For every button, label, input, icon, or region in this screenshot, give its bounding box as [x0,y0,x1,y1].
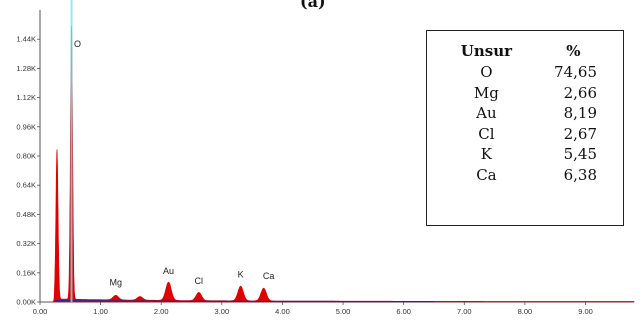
peak-labels: O Mg Au Cl K Ca [74,39,274,287]
peak-label-o: O [74,39,81,49]
element-cell: Mg [473,83,499,102]
percent-cell: 8,19 [563,104,597,123]
x-tick-label: 3.00 [215,307,230,316]
table-row: O 74,65 [437,62,613,83]
x-tick-label: 2.00 [154,307,169,316]
table-row: Ca 6,38 [437,165,613,186]
y-tick-label: 1.44K [16,35,36,44]
y-tick-label: 0.16K [16,268,36,277]
y-tick-label: 1.12K [16,93,36,102]
y-tick-label: 0.80K [16,152,36,161]
y-tick-label: 0.48K [16,210,36,219]
element-cell: O [480,63,493,82]
element-cell: Ca [476,165,497,184]
x-tick-label: 4.00 [275,307,290,316]
percent-cell: 74,65 [554,63,597,82]
peak-label-ca: Ca [263,271,275,281]
y-tick-label: 0.32K [16,239,36,248]
x-tick-label: 6.00 [396,307,411,316]
baseline-trace [55,299,434,303]
percent-cell: 6,38 [563,165,597,184]
x-tick-label: 0.00 [33,307,48,316]
composition-table: Unsur % O 74,65 Mg 2,66 Au 8,19 Cl 2,67 [426,30,624,226]
header-element: Unsur [460,42,513,60]
figure-label: (a) [300,0,326,11]
table-row: Mg 2,66 [437,83,613,104]
table-row: K 5,45 [437,144,613,165]
x-tick-label: 7.00 [457,307,472,316]
peak-label-cl: Cl [195,276,204,286]
x-tick-label: 1.00 [93,307,108,316]
header-percent: % [566,42,581,60]
y-tick-label: 1.28K [16,64,36,73]
element-cell: Cl [478,124,495,143]
y-tick-label: 0.00K [16,298,36,307]
percent-cell: 2,67 [563,124,597,143]
table-row: Cl 2,67 [437,124,613,145]
percent-cell: 2,66 [563,83,597,102]
element-cell: K [480,145,492,164]
y-tick-label: 0.64K [16,181,36,190]
element-cell: Au [476,104,497,123]
y-tick-label: 0.96K [16,122,36,131]
peak-label-mg: Mg [110,277,123,287]
table-row: Au 8,19 [437,103,613,124]
percent-cell: 5,45 [563,145,597,164]
x-tick-label: 8.00 [518,307,533,316]
peak-label-au: Au [163,266,174,276]
spectrum-layer [52,0,635,303]
x-tick-label: 9.00 [578,307,593,316]
peak-label-k: K [238,269,244,279]
x-tick-label: 5.00 [336,307,351,316]
